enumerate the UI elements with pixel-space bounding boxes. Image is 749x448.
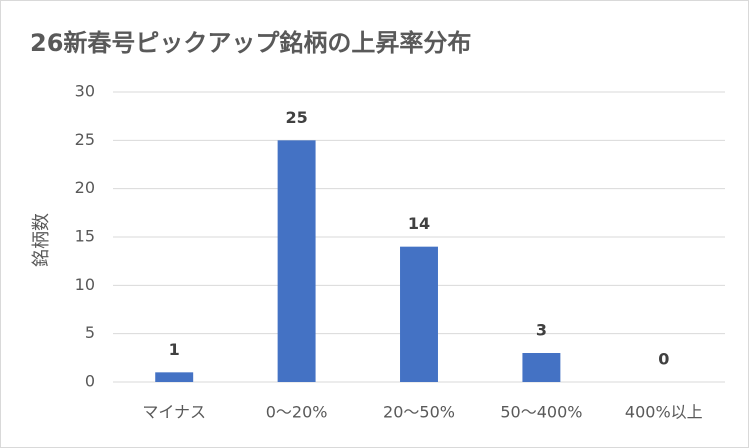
data-label: 0 [658, 350, 669, 369]
bar [522, 353, 561, 382]
data-label: 1 [169, 340, 180, 359]
x-tick-label: 20～50% [383, 403, 455, 422]
data-label: 14 [408, 214, 430, 233]
bar [155, 372, 194, 382]
y-tick-label: 15 [75, 227, 95, 246]
x-tick-label: 50～400% [500, 403, 582, 422]
y-tick-label: 10 [75, 275, 95, 294]
x-tick-label: マイナス [142, 403, 206, 422]
y-tick-label: 0 [85, 372, 95, 391]
y-axis-label: 銘柄数 [31, 213, 52, 267]
data-label: 3 [536, 321, 547, 340]
y-tick-label: 5 [85, 323, 95, 342]
y-tick-label: 30 [75, 82, 95, 101]
x-tick-label: 400%以上 [625, 403, 703, 422]
bar [400, 246, 438, 382]
y-tick-label: 25 [75, 130, 95, 149]
y-tick-label: 20 [75, 178, 95, 197]
chart-title: 26新春号ピックアップ銘柄の上昇率分布 [30, 29, 471, 57]
bar [277, 140, 316, 382]
data-label: 25 [285, 108, 307, 127]
x-tick-label: 0～20% [266, 403, 328, 422]
